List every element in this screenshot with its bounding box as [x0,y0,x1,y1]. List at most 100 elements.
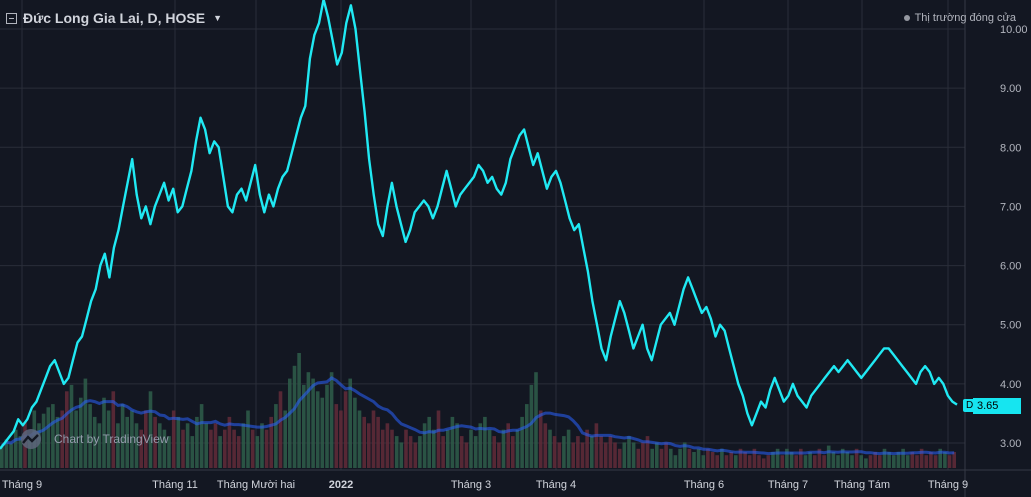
volume-bar [590,436,594,468]
volume-bar [594,423,599,468]
volume-bar [422,423,427,468]
x-tick-label: 2022 [329,479,353,491]
y-tick-label: 10.00 [1000,24,1028,36]
volume-bar [209,429,213,468]
volume-bar [924,455,929,468]
volume-bar [511,436,515,468]
volume-bar [738,448,743,468]
volume-bar [636,448,641,468]
volume-bar [808,452,812,468]
tradingview-watermark[interactable]: Chart by TradingView [16,428,169,450]
volume-bar [408,436,413,468]
volume-bar [111,391,116,468]
volume-bar [548,429,552,468]
chevron-down-icon[interactable]: ▼ [213,13,222,23]
volume-bar [645,436,650,468]
volume-bar [538,410,543,468]
volume-bar [343,391,348,468]
price-axis[interactable]: 3.00 4.00 5.00 6.00 7.00 8.00 9.00 10.00 [1000,24,1028,450]
volume-bar [274,404,278,468]
volume-bar [501,429,506,468]
volume-bar [873,452,877,468]
volume-layer [0,353,956,469]
volume-bar [571,442,575,468]
volume-bar [69,384,74,468]
volume-bar [701,455,706,468]
volume-bar [678,448,682,468]
y-tick-label: 8.00 [1000,142,1021,154]
volume-bar [204,423,208,468]
volume-bar [144,410,148,468]
volume-bar [236,436,241,468]
volume-bar [315,391,320,468]
volume-bar [246,410,250,468]
volume-bar [552,436,557,468]
time-axis[interactable]: Tháng 9 Tháng 11 Tháng Mười hai 2022 Tháng 3… [2,479,968,491]
status-dot-icon [903,15,910,21]
volume-bar [882,448,887,468]
volume-bar [696,448,701,468]
volume-bar [822,455,826,468]
volume-bar [288,378,292,468]
volume-bar [371,410,376,468]
volume-bar [83,378,88,468]
volume-bar [325,384,329,468]
volume-bar [181,429,185,468]
volume-bar [46,407,51,468]
volume-bar [65,391,69,468]
x-tick-label: Tháng 7 [768,479,808,491]
symbol-title[interactable]: Đức Long Gia Lai, D, HOSE [23,10,206,26]
volume-bar [785,448,789,468]
volume-bar [664,442,668,468]
volume-bar [478,423,483,468]
volume-bar [771,452,775,468]
volume-bar [353,397,357,468]
volume-bar [79,397,83,468]
market-status-label: Thị trường đóng cửa [914,12,1016,24]
volume-bar [794,455,798,468]
x-tick-label: Tháng 4 [536,479,576,491]
volume-bar [868,455,873,468]
volume-bar [757,455,761,468]
volume-bar [813,455,817,468]
volume-bar [506,423,510,468]
volume-bar [339,410,343,468]
y-tick-label: 4.00 [1000,379,1021,391]
volume-bar [892,455,896,468]
volume-bar [385,423,390,468]
volume-bar [306,372,311,468]
volume-bar [250,429,255,468]
volume-bar [836,455,840,468]
volume-bar [292,365,297,468]
volume-bar [436,410,441,468]
volume-bar [450,416,455,468]
volume-bar [729,452,733,468]
volume-bar [334,404,339,468]
tradingview-logo-icon [21,429,41,449]
volume-bar [724,455,729,468]
collapse-legend-icon[interactable] [6,12,17,24]
volume-bar [167,436,171,468]
volume-bar [116,423,120,468]
volume-bar [97,423,102,468]
volume-bar [655,442,659,468]
volume-bar [562,436,566,468]
volume-bar [102,397,106,468]
volume-bar [576,436,580,468]
volume-bar [283,410,287,468]
volume-bar [320,397,325,468]
volume-bar [878,455,882,468]
volume-bar [952,452,956,468]
volume-bar [747,455,752,468]
volume-bar [134,423,139,468]
volume-bar [720,448,724,468]
volume-bar [520,416,524,468]
volume-bar [158,423,162,468]
x-tick-label: Tháng 9 [2,479,42,491]
volume-bar [27,437,32,468]
volume-bar [534,372,538,468]
volume-bar [780,455,785,468]
volume-bar [120,404,125,468]
volume-bar [943,452,947,468]
